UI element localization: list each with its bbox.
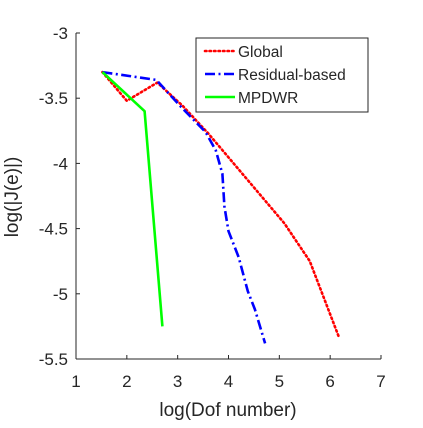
legend-label-global: Global	[238, 44, 283, 61]
ticks: 1 2 3 4 5 6 7 -3 -3.5 -4 -4.5 -5 -5.5	[39, 24, 386, 391]
x-tick-label: 6	[325, 372, 334, 391]
x-tick-label: 1	[71, 372, 80, 391]
x-tick-label: 3	[173, 372, 182, 391]
y-axis-label: log(|J(e)|)	[2, 157, 23, 238]
y-tick-label: -3	[53, 24, 68, 43]
x-tick-label: 5	[275, 372, 284, 391]
series-line-global	[101, 70, 341, 339]
legend: Global Residual-based MPDWR	[195, 37, 369, 113]
x-tick-label: 2	[122, 372, 131, 391]
series-line-residual-based	[102, 70, 267, 344]
series-layer	[101, 70, 341, 344]
y-tick-label: -5	[53, 285, 68, 304]
legend-label-mpdwr: MPDWR	[238, 90, 298, 107]
x-axis-label: log(Dof number)	[159, 400, 296, 421]
y-tick-label: -5.5	[39, 350, 68, 369]
series-line-mpdwr	[101, 71, 164, 327]
y-tick-label: -4.5	[39, 220, 68, 239]
x-tick-label: 7	[376, 372, 385, 391]
y-tick-label: -3.5	[39, 89, 68, 108]
x-tick-label: 4	[224, 372, 233, 391]
y-tick-label: -4	[53, 154, 68, 173]
legend-label-residual-based: Residual-based	[238, 67, 346, 84]
